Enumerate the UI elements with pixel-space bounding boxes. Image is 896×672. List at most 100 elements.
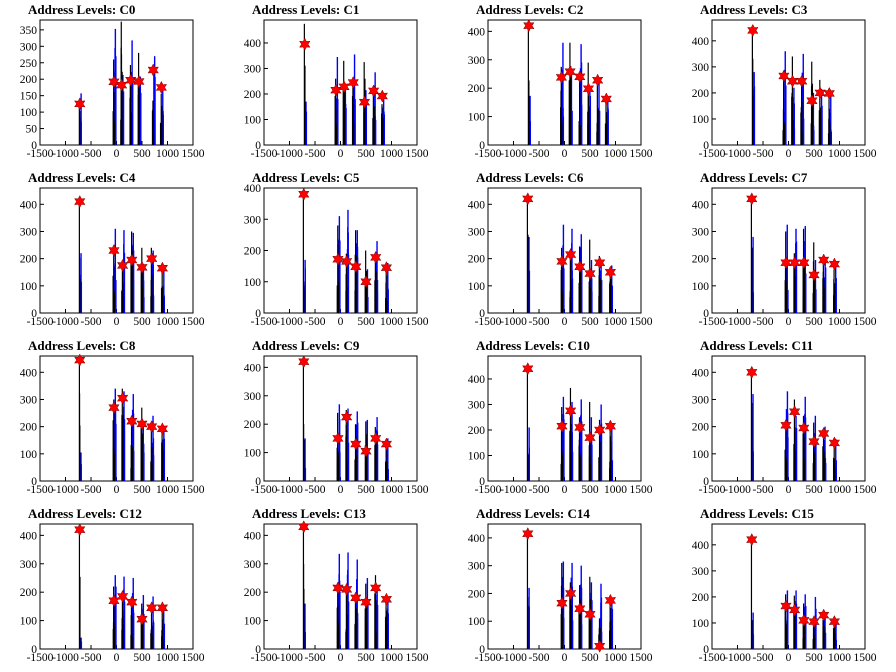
x-tick-label: 500 [805,484,823,496]
chart-title: Address Levels: C0 [28,2,135,17]
plot-frame [487,19,642,146]
chart-title: Address Levels: C8 [28,338,136,353]
x-tick-label: 0 [114,652,120,664]
x-tick-label: -500 [80,484,101,496]
level-star-marker [818,253,830,267]
x-tick-label: 1500 [182,484,205,496]
chart-title: Address Levels: C11 [700,338,813,353]
x-tick-label: 1000 [828,148,851,160]
x-tick-label: 1000 [156,148,179,160]
x-tick-label: 1500 [406,316,429,328]
x-tick-label: 1500 [630,148,653,160]
level-star-marker [798,256,810,270]
y-tick-label: 300 [692,62,710,74]
x-tick-label: 1000 [156,652,179,664]
x-tick-label: 1000 [604,316,627,328]
y-tick-label: 100 [468,281,486,293]
x-tick-label: -500 [752,484,773,496]
level-star-marker [380,261,393,275]
y-tick-label: 100 [692,114,710,126]
level-star-marker [116,258,129,273]
level-star-marker [350,591,362,605]
x-tick-label: 500 [805,148,823,160]
level-star-marker [332,581,344,595]
level-star-marker [778,69,790,83]
chart-svg: Address Levels: C11 0 100 200 300 400 -1500-10… [692,338,877,496]
level-star-marker [564,65,576,79]
level-star-marker [780,256,792,270]
x-tick-label: -500 [752,652,773,664]
chart-title: Address Levels: C6 [476,170,584,185]
chart-title: Address Levels: C13 [252,506,366,521]
y-tick-label: 300 [20,394,38,406]
level-star-marker [604,419,617,433]
chart-svg: Address Levels: C12 0 100 200 300 400 -1500-10… [20,506,205,664]
level-star-marker [133,74,145,89]
level-star-marker [125,73,137,87]
y-tick-label: 300 [468,561,486,573]
level-star-marker [808,435,820,449]
level-star-marker [146,252,158,266]
level-star-marker [788,256,801,270]
x-tick-label: 0 [786,316,792,328]
y-tick-label: 0 [703,644,709,656]
y-tick-label: 100 [692,281,710,293]
chart-panel-8: Address Levels: C8 0 100 200 300 400 -1500 -100… [0,336,224,504]
x-tick-label: -1500 [699,148,726,160]
level-star-marker [126,595,138,609]
chart-title: Address Levels: C14 [476,506,590,521]
level-star-marker [556,596,568,610]
chart-title: Address Levels: C12 [28,506,142,521]
level-star-marker [818,608,830,622]
x-tick-label: -500 [304,148,325,160]
level-star-marker [347,75,359,90]
level-star-marker [746,192,758,206]
level-star-marker [108,594,120,608]
x-tick-label: -500 [752,316,773,328]
level-star-marker [574,260,586,274]
y-tick-label: 300 [692,394,710,406]
level-star-marker [796,74,808,88]
x-tick-label: 0 [786,652,792,664]
y-tick-label: 200 [244,419,262,431]
x-tick-label: 1500 [854,316,877,328]
chart-panel-12: Address Levels: C12 0 100 200 300 400 -1500 -10… [0,504,224,672]
y-tick-label: 200 [468,588,486,600]
y-tick-label: 0 [255,308,261,320]
level-star-marker [136,260,148,274]
x-tick-label: 500 [805,316,823,328]
y-tick-label: 400 [692,199,710,211]
level-star-marker [564,404,577,418]
x-tick-label: 1500 [406,148,429,160]
level-star-marker [574,70,586,84]
y-tick-label: 400 [20,199,38,211]
chart-panel-9: Address Levels: C9 0 100 200 300 400 -1500 -100… [224,336,448,504]
chart-svg: Address Levels: C4 0 100 200 300 400 -1500-100… [20,170,205,328]
chart-panel-4: Address Levels: C4 0 100 200 300 400 -1500 -100… [0,168,224,336]
chart-title: Address Levels: C2 [476,2,583,17]
chart-panel-1: Address Levels: C1 0 100 200 300 400 -1500 -100… [224,0,448,168]
chart-panel-0: Address Levels: C0 0 50 100 150 200 250 300 350 -… [0,0,224,168]
x-tick-label: -500 [80,148,101,160]
chart-svg: Address Levels: C10 0 100 200 300 400 -1500-10… [468,338,653,496]
y-tick-label: 300 [20,226,38,238]
x-tick-label: -1000 [724,148,751,160]
y-tick-label: 300 [692,226,710,238]
chart-panel-15: Address Levels: C15 0 100 200 300 400 -1500 -10… [672,504,896,672]
y-tick-label: 400 [20,367,38,379]
level-star-marker [380,592,393,606]
chart-svg: Address Levels: C5 0 100 200 300 400 -1500-100… [244,170,429,328]
x-tick-label: 1500 [406,652,429,664]
y-tick-label: 0 [31,140,37,152]
y-tick-label: 400 [244,183,262,195]
level-star-marker [788,405,801,419]
y-tick-label: 200 [20,254,38,266]
level-star-marker [591,73,604,87]
x-tick-label: -1500 [475,316,502,328]
plot-frame [711,523,866,650]
level-star-marker [574,602,586,616]
plot-frame [263,19,418,146]
y-tick-label: 100 [244,616,262,628]
x-tick-label: -500 [528,484,549,496]
y-tick-label: 0 [703,476,709,488]
